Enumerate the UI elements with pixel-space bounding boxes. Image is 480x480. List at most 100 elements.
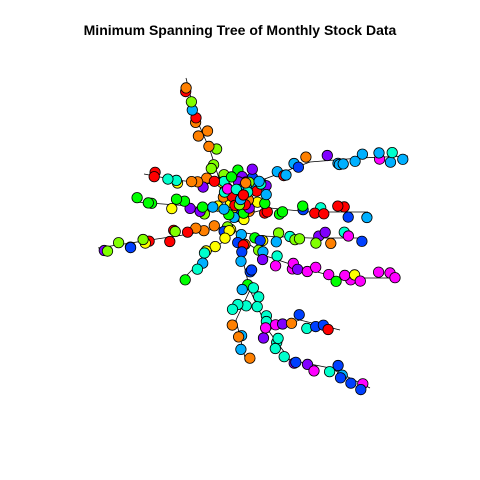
tree-node [131,192,143,204]
tree-node [342,230,354,242]
tree-node [276,206,289,218]
tree-node [372,266,385,278]
tree-node [330,275,342,287]
tree-node [389,272,401,284]
tree-node [386,147,398,159]
tree-node [208,175,220,187]
tree-node [337,158,349,170]
tree-node [203,140,215,152]
tree-node [361,211,373,224]
tree-node [339,269,351,281]
tree-node [240,177,252,189]
tree-node [325,237,337,249]
tree-node [235,255,247,267]
tree-node [293,233,306,245]
tree-node [237,189,249,201]
tree-node [247,282,259,294]
tree-node [148,171,160,183]
tree-node [345,377,357,389]
tree-node [308,365,320,377]
tree-node [259,322,272,334]
tree-node [233,331,245,343]
tree-node [269,260,282,272]
tree-node [235,343,247,355]
tree-node [397,153,409,165]
tree-node [332,359,344,372]
tree-nodes [98,82,409,396]
tree-node [356,148,368,160]
tree-node [205,162,217,175]
tree-node [166,203,178,215]
tree-node [225,171,238,183]
tree-node [260,189,272,201]
tree-node [319,226,331,238]
tree-node [349,155,361,167]
tree-node [253,291,265,303]
tree-node [113,237,125,249]
tree-node [290,356,302,368]
tree-node [334,372,347,384]
tree-node [180,82,192,94]
tree-node [291,263,304,275]
tree-node [310,261,322,273]
tree-node [270,236,282,248]
tree-node [256,253,269,266]
tree-node [170,193,183,205]
tree-node [356,235,368,247]
tree-node [208,220,220,232]
tree-node [253,175,265,187]
tree-node [246,163,258,175]
tree-node [285,317,298,329]
tree-node [354,275,366,287]
tree-node [384,156,397,168]
plot-title: Minimum Spanning Tree of Monthly Stock D… [83,22,397,38]
tree-node [169,225,181,238]
tree-node [310,237,322,249]
tree-node [293,309,305,321]
tree-node [137,233,149,246]
tree-node [164,235,176,248]
tree-node [271,250,283,262]
tree-node [251,301,263,313]
tree-node [257,332,270,344]
tree-node [192,130,204,142]
tree-node [125,242,137,254]
tree-node [269,342,281,355]
tree-node [278,351,290,363]
tree-node [332,200,344,212]
tree-node [355,383,367,396]
tree-node [207,201,219,213]
tree-node [218,203,230,215]
tree-node [244,352,256,364]
tree-node [373,147,385,159]
tree-node [272,332,284,344]
tree-node [186,176,198,188]
tree-node [321,149,333,162]
tree-node [246,264,258,276]
tree-node [318,208,330,220]
tree-node [201,125,214,137]
tree-node [197,201,209,213]
tree-node [236,283,248,296]
tree-node [219,232,231,244]
tree-node [198,247,211,259]
tree-node [142,197,154,209]
tree-node [226,319,238,331]
tree-node [323,268,335,281]
tree-node [185,96,197,108]
tree-node [191,263,203,275]
tree-node [162,173,174,185]
tree-node [209,241,221,253]
tree-node [179,274,191,286]
tree-node [280,169,292,181]
tree-node [297,200,309,212]
tree-node [292,161,304,173]
tree-node [254,235,266,247]
tree-node [300,151,312,163]
tree-node [101,245,114,257]
tree-node [323,366,336,378]
tree-node [236,246,248,258]
tree-node [342,211,354,223]
tree-node [226,303,239,315]
